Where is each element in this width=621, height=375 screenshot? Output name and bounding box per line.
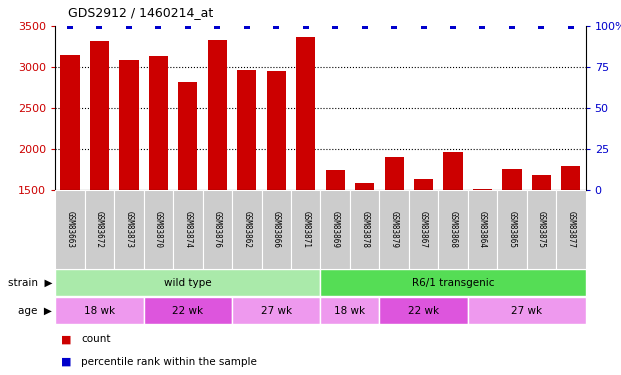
Point [507, 23, 517, 29]
Bar [443, 152, 463, 190]
Text: GSM83876: GSM83876 [213, 211, 222, 248]
Text: ■: ■ [61, 334, 72, 344]
Point [212, 23, 222, 29]
Text: 22 wk: 22 wk [408, 306, 439, 315]
Bar [55, 269, 320, 296]
Bar [119, 60, 138, 190]
Text: GSM83879: GSM83879 [389, 211, 399, 248]
Point [183, 23, 193, 29]
Point [389, 23, 399, 29]
Text: 18 wk: 18 wk [334, 306, 366, 315]
Bar [114, 190, 143, 269]
Bar [320, 297, 379, 324]
Text: GSM83878: GSM83878 [360, 211, 369, 248]
Bar [468, 190, 497, 269]
Point [360, 23, 369, 29]
Text: 22 wk: 22 wk [172, 306, 204, 315]
Bar [261, 190, 291, 269]
Text: GSM83868: GSM83868 [448, 211, 458, 248]
Point [153, 23, 163, 29]
Bar [232, 297, 320, 324]
Bar [149, 56, 168, 190]
Point [94, 23, 104, 29]
Text: 27 wk: 27 wk [261, 306, 292, 315]
Bar [84, 190, 114, 269]
Point [242, 23, 252, 29]
Bar [561, 166, 581, 190]
Text: GSM83870: GSM83870 [154, 211, 163, 248]
Bar [55, 297, 143, 324]
Bar [208, 40, 227, 190]
Bar [178, 82, 197, 190]
Point [448, 23, 458, 29]
Point [478, 23, 487, 29]
Text: GSM83865: GSM83865 [507, 211, 517, 248]
Point [124, 23, 134, 29]
Bar [532, 176, 551, 190]
Text: GSM83877: GSM83877 [566, 211, 576, 248]
Bar [379, 297, 468, 324]
Point [65, 23, 75, 29]
Bar [296, 37, 315, 190]
Bar [173, 190, 202, 269]
Bar [384, 158, 404, 190]
Bar [325, 170, 345, 190]
Bar [90, 41, 109, 190]
Bar [232, 190, 261, 269]
Bar [237, 70, 256, 190]
Bar [350, 190, 379, 269]
Text: GSM83663: GSM83663 [65, 211, 75, 248]
Bar [60, 55, 79, 190]
Text: GSM83672: GSM83672 [95, 211, 104, 248]
Point [566, 23, 576, 29]
Bar [320, 190, 350, 269]
Text: 18 wk: 18 wk [84, 306, 115, 315]
Bar [55, 190, 84, 269]
Text: GSM83867: GSM83867 [419, 211, 428, 248]
Bar [527, 190, 556, 269]
Text: 27 wk: 27 wk [511, 306, 542, 315]
Text: count: count [81, 334, 111, 344]
Bar [473, 189, 492, 190]
Text: GSM83871: GSM83871 [301, 211, 310, 248]
Text: GSM83875: GSM83875 [537, 211, 546, 248]
Bar [414, 178, 433, 190]
Text: percentile rank within the sample: percentile rank within the sample [81, 357, 257, 367]
Text: wild type: wild type [164, 278, 212, 288]
Text: GSM83862: GSM83862 [242, 211, 252, 248]
Bar [143, 297, 232, 324]
Bar [438, 190, 468, 269]
Text: GDS2912 / 1460214_at: GDS2912 / 1460214_at [68, 6, 213, 19]
Bar [291, 190, 320, 269]
Point [419, 23, 428, 29]
Bar [320, 269, 586, 296]
Text: GSM83873: GSM83873 [124, 211, 134, 248]
Text: strain  ▶: strain ▶ [7, 278, 52, 288]
Text: ■: ■ [61, 357, 72, 367]
Point [271, 23, 281, 29]
Bar [409, 190, 438, 269]
Bar [355, 183, 374, 190]
Bar [502, 169, 522, 190]
Text: age  ▶: age ▶ [18, 306, 52, 315]
Bar [556, 190, 586, 269]
Point [330, 23, 340, 29]
Bar [468, 297, 586, 324]
Point [537, 23, 546, 29]
Text: GSM83866: GSM83866 [272, 211, 281, 248]
Bar [143, 190, 173, 269]
Text: GSM83869: GSM83869 [330, 211, 340, 248]
Bar [379, 190, 409, 269]
Point [301, 23, 310, 29]
Bar [266, 71, 286, 190]
Text: R6/1 transgenic: R6/1 transgenic [412, 278, 494, 288]
Bar [497, 190, 527, 269]
Text: GSM83864: GSM83864 [478, 211, 487, 248]
Text: GSM83874: GSM83874 [183, 211, 193, 248]
Bar [202, 190, 232, 269]
